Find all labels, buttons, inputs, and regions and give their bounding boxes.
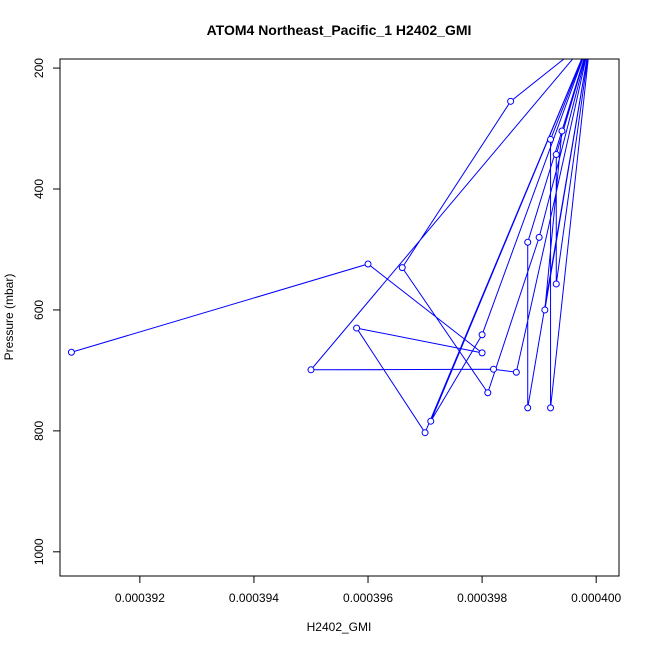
data-point	[552, 151, 560, 159]
x-tick-label: 0.000400	[571, 591, 621, 605]
data-point	[524, 238, 532, 246]
series-group	[67, 59, 589, 437]
data-point	[427, 417, 435, 425]
plot-frame	[59, 58, 620, 577]
x-axis-label: H2402_GMI	[307, 620, 372, 634]
y-tick-label: 1000	[32, 538, 46, 565]
data-point	[535, 233, 543, 241]
x-tick-label: 0.000398	[457, 591, 507, 605]
data-point	[490, 365, 498, 373]
data-point	[541, 306, 549, 314]
y-tick-label: 400	[32, 179, 46, 199]
data-point	[524, 404, 532, 412]
data-point	[484, 389, 492, 397]
y-axis: 200 400 600 800 1000	[32, 58, 60, 565]
data-point	[512, 368, 520, 376]
data-point	[478, 331, 486, 339]
x-tick-label: 0.000392	[115, 591, 165, 605]
data-point	[307, 366, 315, 374]
data-point	[478, 349, 486, 357]
data-point	[552, 280, 560, 288]
data-point	[364, 260, 372, 268]
y-axis-label: Pressure (mbar)	[2, 274, 16, 361]
y-tick-label: 200	[32, 58, 46, 78]
series-line	[71, 59, 589, 434]
data-point	[67, 348, 75, 356]
chart-title: ATOM4 Northeast_Pacific_1 H2402_GMI	[207, 22, 472, 38]
x-axis: 0.000392 0.000394 0.000396 0.000398 0.000400	[115, 576, 622, 605]
data-point	[558, 127, 566, 135]
data-point	[547, 135, 555, 143]
y-tick-label: 600	[32, 300, 46, 320]
data-point	[353, 324, 361, 332]
y-tick-label: 800	[32, 421, 46, 441]
data-point	[547, 404, 555, 412]
x-tick-label: 0.000394	[229, 591, 279, 605]
x-tick-label: 0.000396	[343, 591, 393, 605]
data-point	[507, 97, 515, 105]
data-point	[421, 429, 429, 437]
data-point	[398, 264, 406, 272]
